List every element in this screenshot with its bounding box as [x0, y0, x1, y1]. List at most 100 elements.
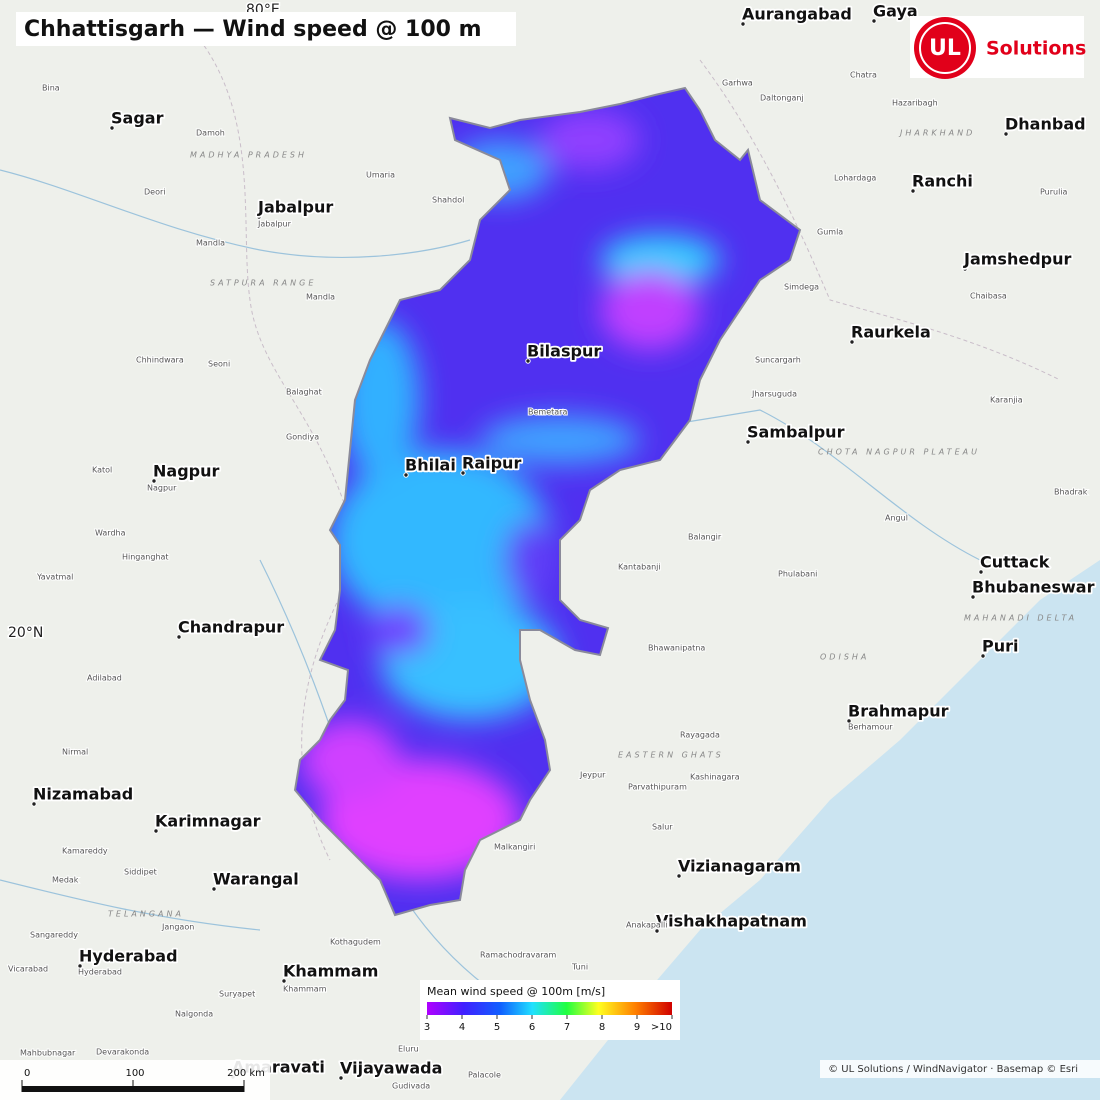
- place-label: Berhamour: [848, 723, 893, 732]
- city-dot: [525, 358, 531, 364]
- scale-tick-label: 200 km: [227, 1068, 265, 1079]
- place-label: Phulabani: [778, 570, 817, 579]
- place-label: Simdega: [784, 283, 819, 292]
- city-dot: [654, 928, 660, 934]
- place-label: Rayagada: [680, 731, 720, 740]
- city-label: Nizamabad: [33, 785, 133, 804]
- place-label: Gudivada: [392, 1082, 430, 1091]
- place-label: Mandla: [196, 239, 225, 248]
- legend-colorbar: [427, 1002, 672, 1015]
- title-box: [16, 12, 516, 46]
- place-label: Nirmal: [62, 748, 88, 757]
- city-label: Cuttack: [980, 553, 1050, 572]
- city-label: Hyderabad: [79, 947, 178, 966]
- city-dot: [77, 963, 83, 969]
- place-label: Jangaon: [161, 923, 194, 932]
- credits-box: [820, 1060, 1100, 1078]
- logo-ring: [919, 22, 971, 74]
- city-dot: [676, 873, 682, 879]
- legend-tick-label: 4: [459, 1022, 465, 1033]
- city-label: Karimnagar: [155, 812, 261, 831]
- city-dot: [176, 634, 182, 640]
- place-label: Wardha: [95, 529, 126, 538]
- city-dot: [846, 718, 852, 724]
- place-label: Purulia: [1040, 188, 1068, 197]
- place-label: Anakapalli: [626, 921, 668, 930]
- place-label: Garhwa: [722, 79, 753, 88]
- place-label: Mandla: [306, 293, 335, 302]
- place-label: Tuni: [571, 963, 588, 972]
- city-dot: [1003, 131, 1009, 137]
- credits: © UL Solutions / WindNavigator · Basemap…: [828, 1064, 1078, 1075]
- legend-tick-label: 6: [529, 1022, 535, 1033]
- logo-circle: [914, 17, 976, 79]
- city-label: Vijayawada: [340, 1059, 442, 1078]
- city-dot: [153, 828, 159, 834]
- city-label: Puri: [982, 637, 1019, 656]
- region-label: TELANGANA: [108, 910, 184, 919]
- city-label: Sambalpur: [747, 423, 845, 442]
- place-label: Deori: [144, 188, 166, 197]
- legend-tick-label: 5: [494, 1022, 500, 1033]
- scale-bar: 0 100 200 km: [21, 1068, 265, 1092]
- city-dot: [151, 478, 157, 484]
- place-label: Kantabanji: [618, 563, 661, 572]
- place-label: Bemetara: [528, 408, 567, 417]
- scale-tick-label: 0: [24, 1068, 30, 1079]
- place-label: Kamareddy: [62, 847, 108, 856]
- place-label: Kashinagara: [690, 773, 740, 782]
- city-dot: [978, 569, 984, 575]
- labels: Sagar Jabalpur Nagpur Chandrapur Nizamabad Ka…: [7, 0, 1097, 1092]
- region-label: JHARKHAND: [898, 129, 975, 138]
- place-label: Ramachodravaram: [480, 951, 556, 960]
- place-label: Nagpur: [147, 484, 177, 493]
- city-dot: [970, 594, 976, 600]
- place-label: Malkangiri: [494, 843, 535, 852]
- city-dot: [871, 18, 877, 24]
- legend-tick-label: 9: [634, 1022, 640, 1033]
- city-dot: [740, 21, 746, 27]
- city-label: Sagar: [111, 109, 164, 128]
- graticule-label: 20°N: [8, 625, 43, 641]
- city-dot: [910, 188, 916, 194]
- region-label: MAHANADI DELTA: [964, 614, 1077, 623]
- city-dot: [980, 653, 986, 659]
- place-label: Chatra: [850, 71, 877, 80]
- logo-mark: UL: [929, 36, 961, 61]
- city-label: Raurkela: [851, 323, 931, 342]
- place-label: Angul: [885, 514, 908, 523]
- place-label: Jharsuguda: [751, 390, 797, 399]
- title: Chhattisgarh — Wind speed @ 100 m: [24, 17, 482, 42]
- city-dot: [403, 472, 409, 478]
- city-dot: [849, 339, 855, 345]
- city-dot: [211, 886, 217, 892]
- city-label: Raipur: [462, 454, 521, 473]
- city-label: Aurangabad: [742, 5, 852, 24]
- region-label: ODISHA: [820, 653, 869, 662]
- place-label: Suncargarh: [755, 356, 801, 365]
- city-dot: [109, 125, 115, 131]
- city-dot: [338, 1075, 344, 1081]
- scale-tick-label: 100: [125, 1068, 144, 1079]
- place-label: Gumla: [817, 228, 843, 237]
- place-label: Vicarabad: [8, 965, 48, 974]
- place-label: Parvathipuram: [628, 783, 687, 792]
- legend-tick-label: 7: [564, 1022, 570, 1033]
- place-label: Salur: [652, 823, 673, 832]
- city-label: Dhanbad: [1005, 115, 1086, 134]
- legend-tick-label: 8: [599, 1022, 605, 1033]
- city-dot: [460, 470, 466, 476]
- city-label: Bhubaneswar: [972, 578, 1095, 597]
- place-label: Bhadrak: [1054, 488, 1088, 497]
- place-label: Siddipet: [124, 868, 157, 877]
- place-label: Jabalpur: [257, 220, 292, 229]
- city-dot: [31, 801, 37, 807]
- city-dot: [256, 214, 262, 220]
- city-label: Warangal: [213, 870, 299, 889]
- place-label: Adilabad: [87, 674, 122, 683]
- city-label: Bilaspur: [527, 342, 601, 361]
- city-label: Gaya: [873, 2, 918, 21]
- city-label: Chandrapur: [178, 618, 284, 637]
- city-label: Brahmapur: [848, 702, 949, 721]
